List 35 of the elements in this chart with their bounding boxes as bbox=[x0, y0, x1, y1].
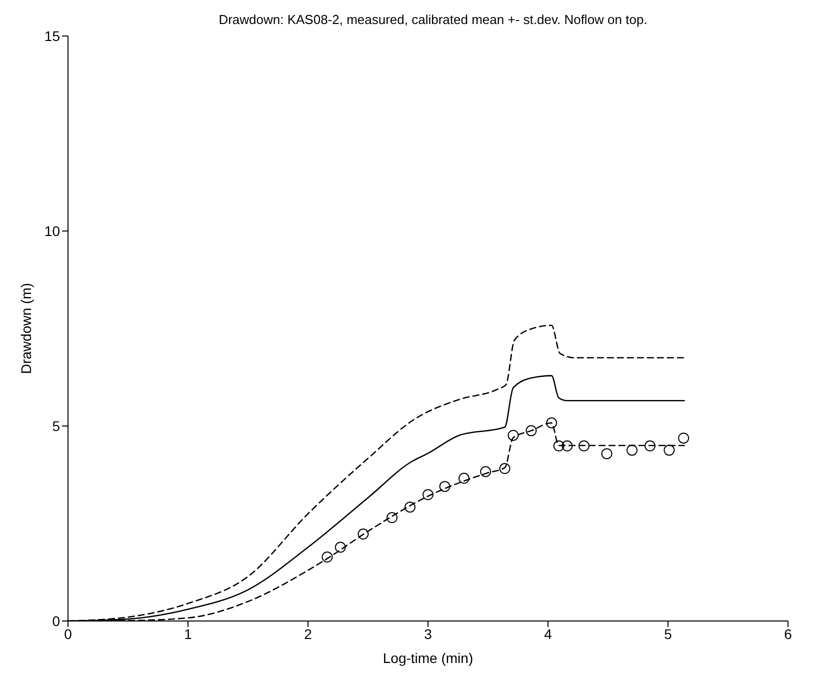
x-tick-label: 3 bbox=[424, 626, 432, 642]
y-axis-title: Drawdown (m) bbox=[18, 282, 34, 374]
point bbox=[546, 417, 558, 428]
point bbox=[578, 440, 590, 452]
point bbox=[644, 440, 656, 452]
point bbox=[526, 425, 537, 436]
chart-title: Drawdown: KAS08-2, measured, calibrated mean +- st.dev. Noflow on top. bbox=[218, 12, 648, 27]
point bbox=[404, 502, 416, 513]
point bbox=[322, 552, 333, 563]
point bbox=[334, 542, 346, 553]
point bbox=[562, 440, 573, 452]
point bbox=[358, 528, 369, 540]
point bbox=[508, 430, 519, 441]
y-tick-label: 15 bbox=[44, 28, 60, 44]
point bbox=[458, 472, 470, 484]
point bbox=[386, 512, 398, 524]
x-tick-label: 5 bbox=[664, 626, 672, 642]
point bbox=[439, 480, 450, 492]
point bbox=[553, 440, 564, 452]
x-axis-title: Log-time (min) bbox=[382, 650, 474, 666]
point bbox=[664, 444, 675, 456]
x-tick-label: 0 bbox=[64, 626, 72, 642]
y-tick-label: 0 bbox=[52, 612, 60, 629]
x-tick-label: 4 bbox=[544, 626, 552, 642]
x-tick-label: 1 bbox=[184, 626, 192, 642]
point bbox=[678, 432, 690, 444]
x-tick-label: 2 bbox=[304, 626, 312, 642]
x-tick-label: 6 bbox=[784, 626, 792, 642]
point bbox=[626, 444, 638, 456]
point bbox=[480, 466, 492, 478]
y-tick-label: 10 bbox=[44, 222, 60, 239]
y-tick-label: 5 bbox=[52, 418, 60, 434]
point bbox=[422, 489, 434, 500]
point bbox=[601, 448, 612, 460]
point bbox=[499, 463, 510, 474]
